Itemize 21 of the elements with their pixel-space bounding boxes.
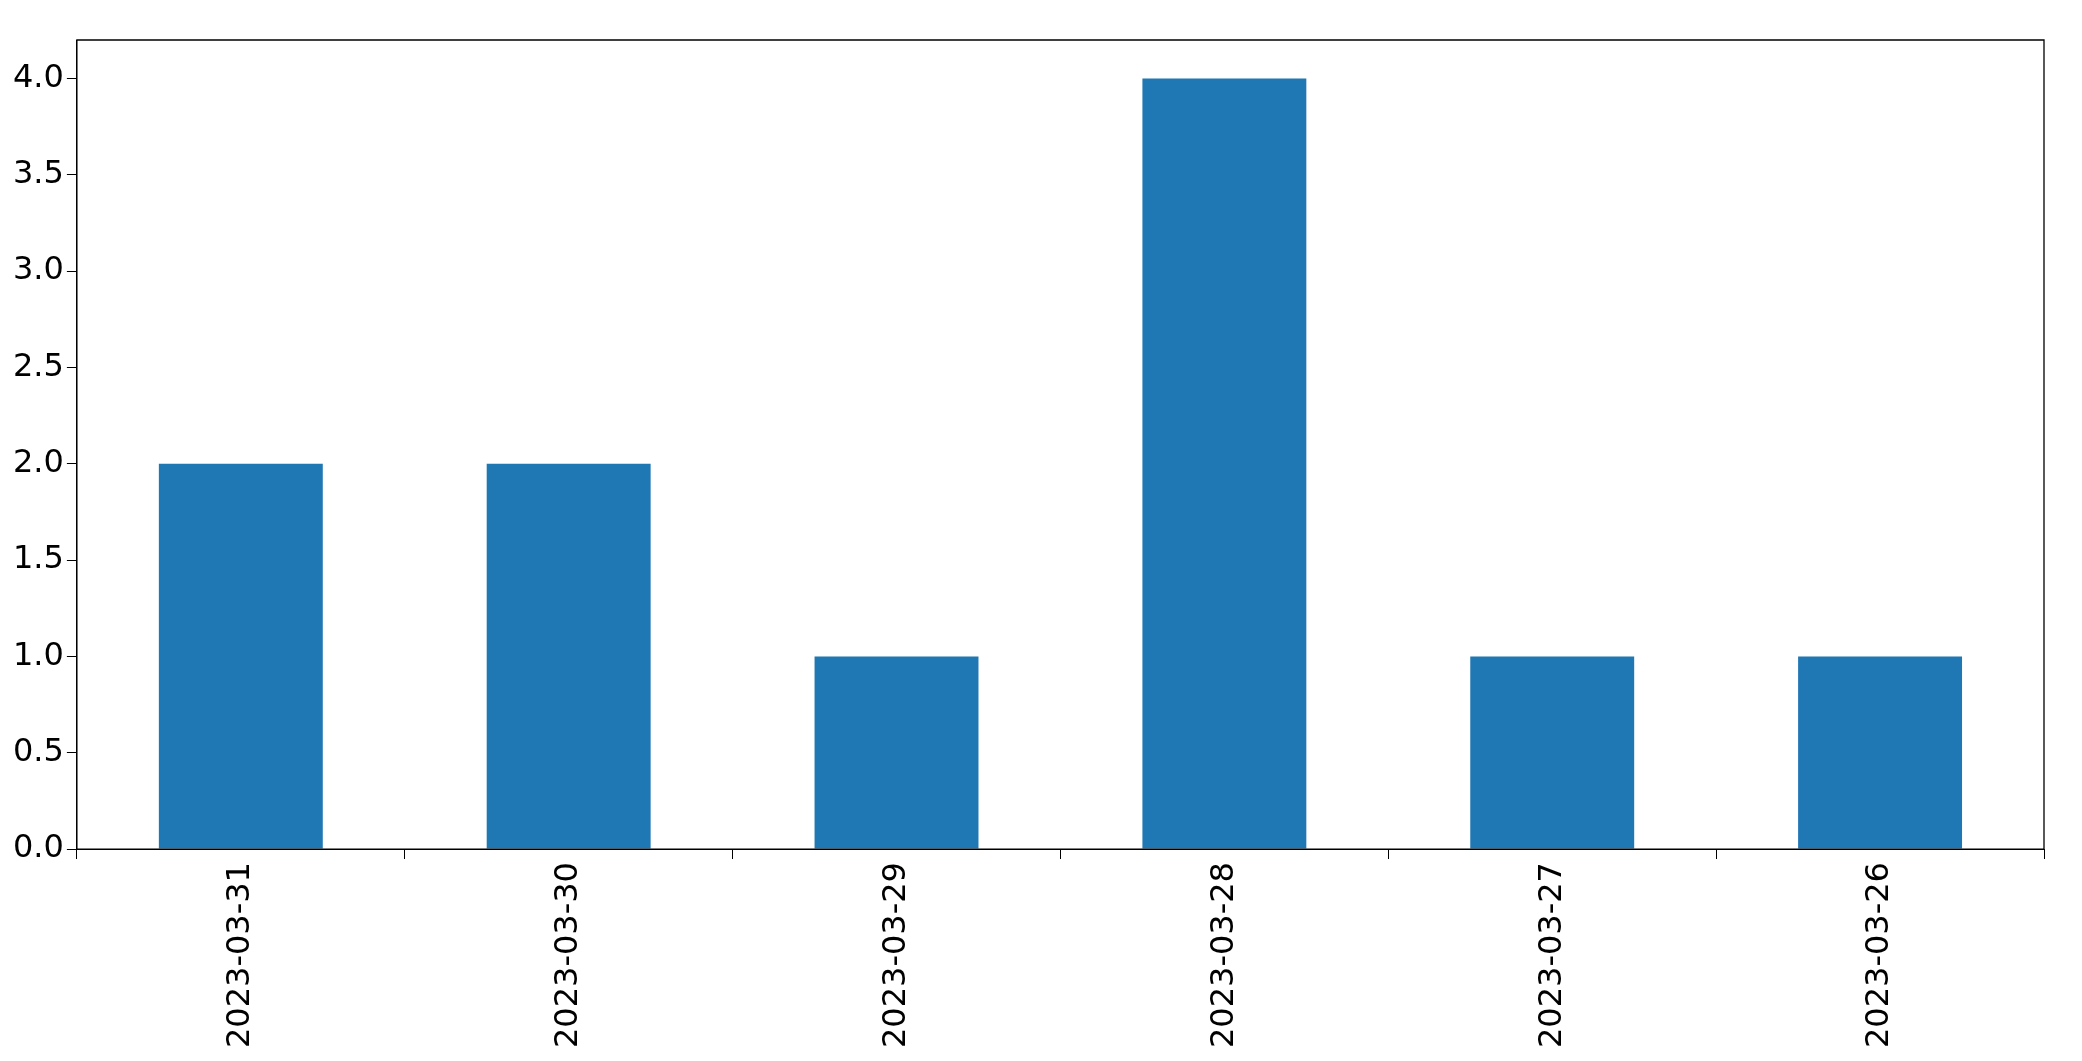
bar xyxy=(486,463,651,849)
x-tick-label: 2023-03-28 xyxy=(1202,862,1241,1048)
y-tick-label: 1.0 xyxy=(13,634,64,673)
y-tick-label: 2.0 xyxy=(13,442,64,481)
x-tick-label: 2023-03-31 xyxy=(219,862,258,1048)
bar xyxy=(158,463,323,849)
x-tick-label: 2023-03-29 xyxy=(874,862,913,1048)
bar xyxy=(1142,78,1307,849)
y-tick-label: 0.0 xyxy=(13,827,64,866)
bar xyxy=(1470,656,1635,849)
bar xyxy=(814,656,979,849)
x-tick-label: 2023-03-26 xyxy=(1858,862,1897,1048)
y-tick-label: 0.5 xyxy=(13,731,64,770)
y-tick-label: 1.5 xyxy=(13,538,64,577)
y-tick-label: 4.0 xyxy=(13,56,64,95)
y-tick-label: 3.0 xyxy=(13,249,64,288)
x-tick-label: 2023-03-27 xyxy=(1530,862,1569,1048)
x-tick-label: 2023-03-30 xyxy=(546,862,585,1048)
bar xyxy=(1798,656,1963,849)
y-tick-label: 2.5 xyxy=(13,345,64,384)
y-tick-label: 3.5 xyxy=(13,153,64,192)
